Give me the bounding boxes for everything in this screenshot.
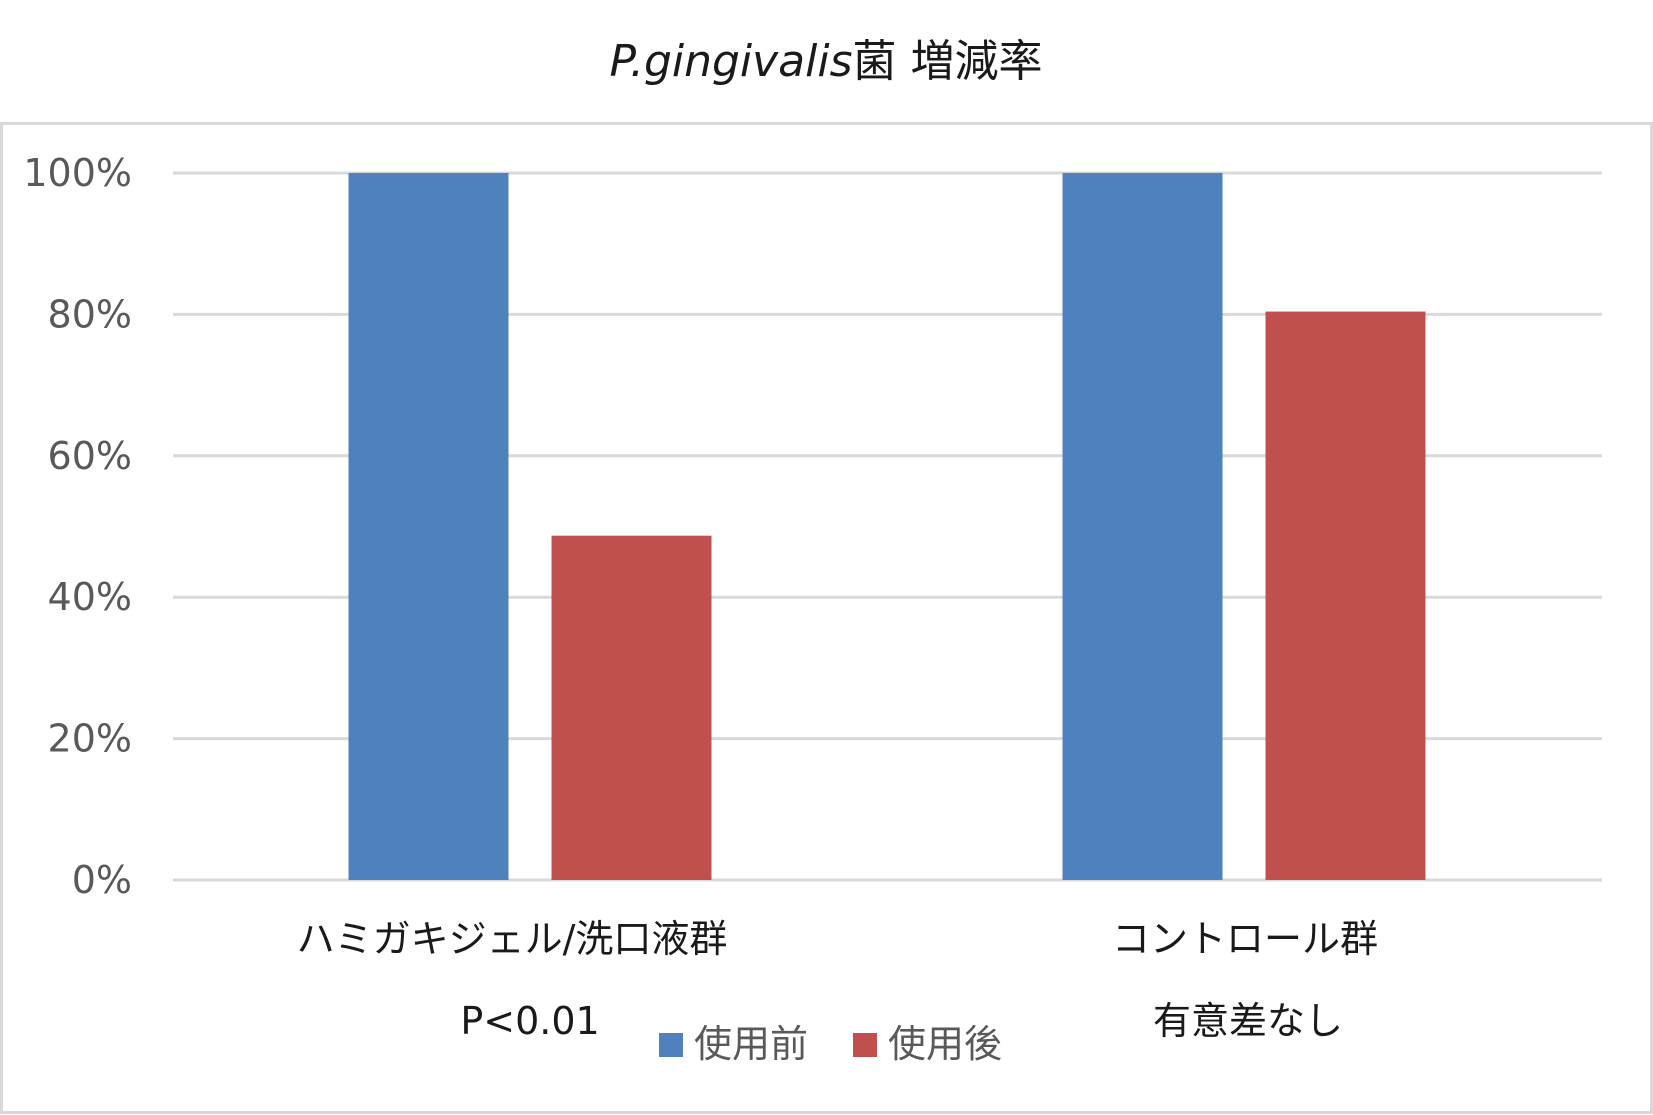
legend-swatch-after	[853, 1033, 877, 1057]
legend-label-after: 使用後	[888, 1022, 1002, 1066]
bar-after-2	[1265, 311, 1426, 880]
legend-swatch-before	[659, 1033, 683, 1057]
chart-title-italic: P.gingivalis	[609, 36, 852, 87]
y-tick-label: 60%	[48, 434, 132, 478]
y-tick-label: 100%	[23, 151, 132, 195]
category-note-1: P<0.01	[460, 999, 599, 1043]
bars	[348, 173, 1426, 880]
category-label-2: コントロール群	[1112, 917, 1378, 961]
y-tick-label: 80%	[48, 292, 132, 336]
bar-before-1	[348, 173, 509, 880]
bar-after-1	[551, 535, 712, 880]
y-tick-label: 0%	[72, 858, 132, 902]
bar-before-2	[1062, 173, 1223, 880]
y-tick-label: 20%	[48, 717, 132, 761]
y-tick-label: 40%	[48, 575, 132, 619]
category-label-1: ハミガキジェル/洗口液群	[297, 917, 728, 961]
legend: 使用前 使用後	[659, 1022, 1002, 1066]
chart-title: P.gingivalis菌 増減率	[609, 36, 1042, 87]
category-note-2: 有意差なし	[1153, 999, 1343, 1043]
chart-title-rest: 菌 増減率	[853, 36, 1043, 87]
legend-label-before: 使用前	[694, 1022, 808, 1066]
y-axis-ticks: 0% 20% 40% 60% 80% 100%	[23, 151, 132, 902]
